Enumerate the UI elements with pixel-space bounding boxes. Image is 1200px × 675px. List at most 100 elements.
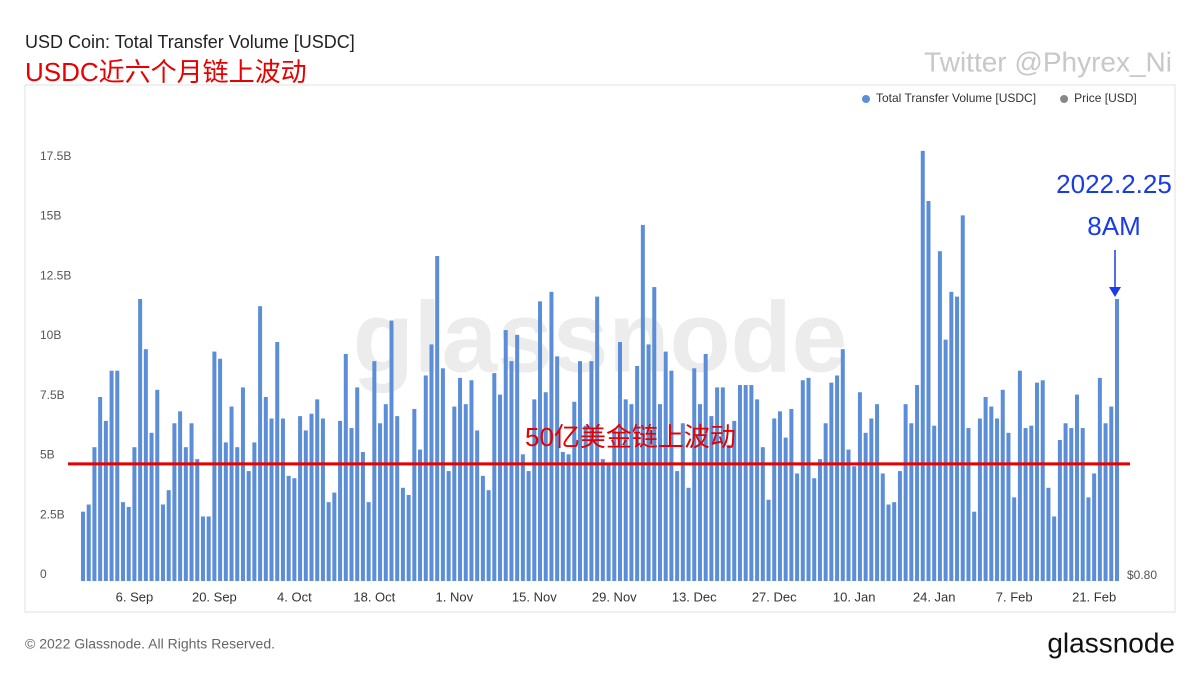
bar bbox=[189, 423, 194, 581]
bar bbox=[1000, 389, 1005, 581]
bar bbox=[652, 287, 657, 581]
bar bbox=[246, 471, 251, 581]
footer: © 2022 Glassnode. All Rights Reserved. bbox=[25, 636, 275, 652]
bar bbox=[303, 430, 308, 581]
bar bbox=[538, 301, 543, 581]
bar bbox=[657, 404, 662, 581]
bar bbox=[269, 418, 274, 581]
x-tick-label: 27. Dec bbox=[752, 589, 797, 604]
bar bbox=[566, 454, 571, 581]
bar bbox=[292, 478, 297, 581]
bar bbox=[86, 504, 91, 581]
bar bbox=[320, 418, 325, 581]
x-tick-label: 24. Jan bbox=[913, 589, 956, 604]
bar bbox=[109, 370, 114, 581]
bar bbox=[81, 511, 85, 581]
brand: glassnode bbox=[1047, 627, 1175, 658]
bar bbox=[869, 418, 874, 581]
bar bbox=[326, 502, 331, 581]
bar bbox=[360, 451, 365, 581]
bar bbox=[920, 150, 925, 581]
bar bbox=[783, 437, 788, 581]
bar bbox=[1075, 394, 1080, 581]
bar bbox=[983, 396, 988, 581]
x-tick-label: 6. Sep bbox=[116, 589, 154, 604]
bar bbox=[366, 502, 371, 581]
bar bbox=[989, 406, 994, 581]
bar bbox=[1092, 473, 1097, 581]
bar bbox=[98, 396, 103, 581]
legend-marker bbox=[1060, 95, 1069, 103]
bar bbox=[572, 401, 577, 581]
bar bbox=[492, 373, 497, 581]
chart-title: USD Coin: Total Transfer Volume [USDC] bbox=[25, 32, 355, 52]
bar bbox=[298, 416, 303, 581]
bar bbox=[669, 370, 674, 581]
bar bbox=[475, 430, 480, 581]
y-tick-label: 0 bbox=[40, 567, 47, 581]
bar bbox=[423, 375, 428, 581]
bar bbox=[795, 473, 800, 581]
bar bbox=[955, 296, 960, 581]
bar bbox=[418, 449, 423, 581]
x-tick-label: 21. Feb bbox=[1072, 589, 1116, 604]
bar bbox=[395, 416, 400, 581]
bar bbox=[332, 492, 337, 581]
bar bbox=[555, 356, 560, 581]
bar bbox=[966, 428, 971, 581]
bar bbox=[258, 306, 263, 581]
bar bbox=[212, 351, 217, 581]
bar bbox=[532, 399, 537, 581]
bar bbox=[726, 444, 731, 581]
bar bbox=[515, 334, 520, 581]
bar bbox=[1017, 370, 1022, 581]
bar bbox=[760, 447, 765, 581]
credit: Twitter @Phyrex_Ni bbox=[924, 46, 1172, 77]
bar bbox=[458, 377, 463, 581]
bar bbox=[612, 430, 617, 581]
y-tick-label: 7.5B bbox=[40, 388, 65, 402]
bar bbox=[1052, 516, 1057, 581]
x-tick-label: 13. Dec bbox=[672, 589, 717, 604]
bar bbox=[126, 506, 131, 581]
y-tick-label: 17.5B bbox=[40, 149, 71, 163]
bar bbox=[1029, 425, 1034, 581]
bar bbox=[1086, 497, 1091, 581]
bar bbox=[406, 494, 411, 581]
arrow-label: 8AM bbox=[1087, 211, 1140, 241]
bar bbox=[200, 516, 205, 581]
bar bbox=[240, 387, 245, 581]
bar bbox=[349, 428, 354, 581]
bar bbox=[1115, 299, 1119, 581]
bar bbox=[229, 406, 234, 581]
bar bbox=[852, 466, 857, 581]
y-tick-label: 10B bbox=[40, 328, 61, 342]
bar bbox=[943, 339, 948, 581]
bar bbox=[697, 404, 702, 581]
y-tick-label: 15B bbox=[40, 209, 61, 223]
bar bbox=[1040, 380, 1045, 581]
bar bbox=[138, 299, 143, 581]
bar bbox=[789, 408, 794, 581]
legend-label: Total Transfer Volume [USDC] bbox=[876, 91, 1036, 105]
bar bbox=[1063, 423, 1068, 581]
bar bbox=[1109, 406, 1114, 581]
bar bbox=[1069, 428, 1074, 581]
bar bbox=[903, 404, 908, 581]
bar bbox=[166, 490, 171, 581]
bar bbox=[686, 487, 691, 581]
bar bbox=[469, 380, 474, 581]
x-tick-label: 29. Nov bbox=[592, 589, 637, 604]
bar bbox=[892, 502, 897, 581]
bar bbox=[909, 423, 914, 581]
legend-marker bbox=[862, 95, 870, 103]
bar bbox=[149, 432, 154, 581]
x-tick-label: 10. Jan bbox=[833, 589, 876, 604]
bar bbox=[526, 471, 531, 581]
bar bbox=[846, 449, 851, 581]
bar bbox=[275, 342, 280, 581]
bar bbox=[263, 396, 268, 581]
bar bbox=[412, 408, 417, 581]
bar bbox=[543, 392, 548, 581]
